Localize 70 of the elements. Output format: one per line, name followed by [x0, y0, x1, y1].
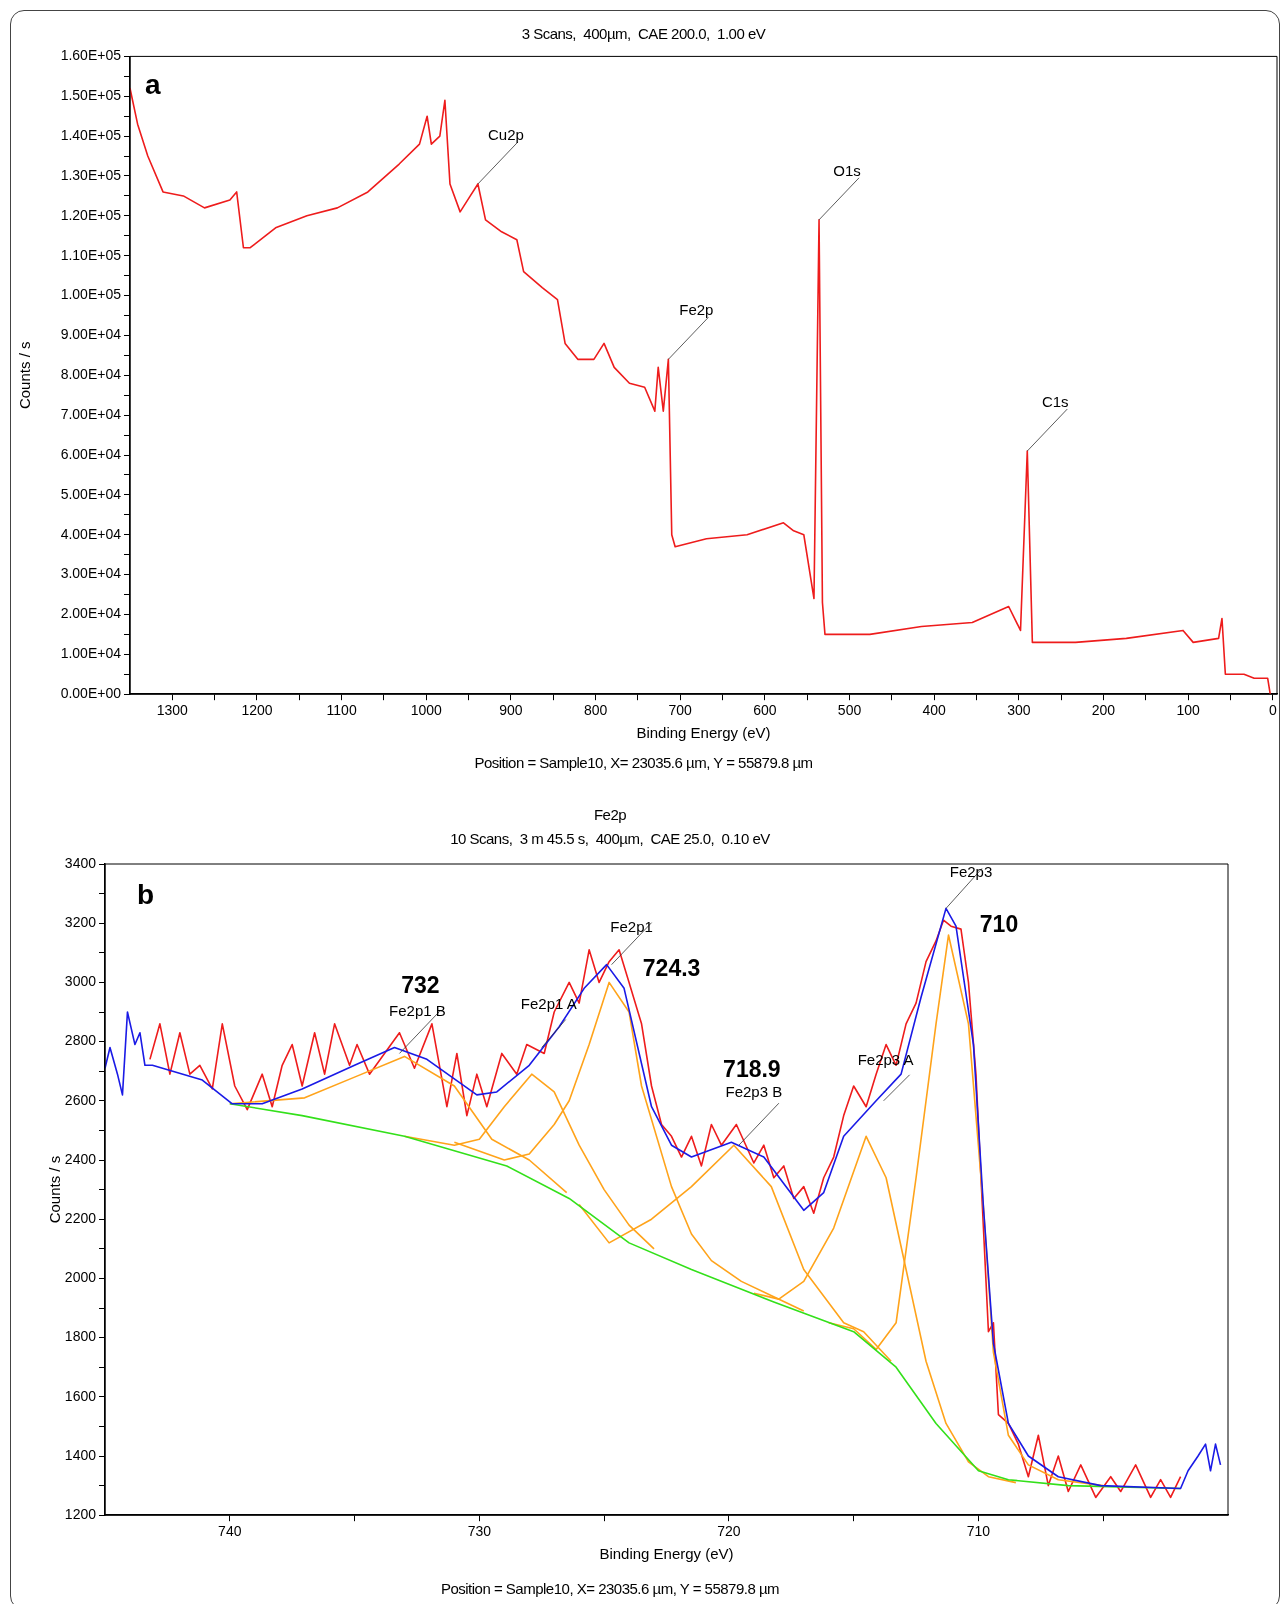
- y-tick-label: 3200: [64, 914, 97, 931]
- x-tick-label: 600: [753, 702, 777, 719]
- y-tick-label: 0.00E+00: [60, 685, 122, 702]
- x-tick-label: 400: [922, 702, 947, 719]
- y-tick-label: 5.00E+04: [60, 485, 122, 502]
- y-tick-label: 2.00E+04: [60, 605, 122, 622]
- annotation: 710: [979, 910, 1019, 937]
- annotation: 732: [401, 971, 440, 998]
- annotation: 718.9: [723, 1055, 781, 1082]
- y-tick-label: 1.00E+05: [60, 286, 122, 303]
- text: Position = Sample10, X= 23035.6 µm, Y = 55879.8 µm: [439, 1580, 781, 1597]
- y-tick-label: 1800: [64, 1328, 97, 1345]
- y-axis-title: Counts / s: [46, 1155, 64, 1224]
- annotation: Fe2p: [679, 301, 714, 319]
- y-tick-label: 7.00E+04: [60, 406, 122, 423]
- x-tick-label: 200: [1091, 702, 1116, 719]
- y-tick-label: 2400: [64, 1150, 97, 1167]
- chart-subtitle: 10 Scans, 3 m 45.5 s, 400µm, CAE 25.0, 0.10 eV: [449, 830, 771, 847]
- y-tick-label: 3400: [64, 854, 97, 871]
- y-tick-label: 1.10E+05: [60, 246, 122, 263]
- x-tick-label: 740: [218, 1523, 242, 1540]
- x-tick-label: 700: [668, 702, 693, 719]
- y-tick-label: 3000: [64, 973, 97, 990]
- y-tick-label: 1.50E+05: [60, 87, 122, 104]
- y-tick-label: 1200: [64, 1506, 97, 1523]
- y-tick-label: 2800: [64, 1032, 97, 1049]
- y-tick-label: 8.00E+04: [60, 366, 122, 383]
- annotation: O1s: [833, 161, 861, 179]
- y-tick-label: 1.40E+05: [60, 126, 122, 143]
- x-tick-label: 1300: [156, 702, 189, 719]
- x-tick-label: 100: [1176, 702, 1201, 719]
- chart-title: 3 Scans, 400µm, CAE 200.0, 1.00 eV: [520, 25, 767, 42]
- x-tick-label: 1100: [326, 702, 357, 719]
- annotation: Cu2p: [487, 126, 524, 144]
- y-tick-label: 1600: [64, 1387, 97, 1404]
- x-tick-label: 800: [583, 702, 608, 719]
- x-tick-label: 900: [499, 702, 523, 719]
- x-tick-label: 0: [1268, 702, 1277, 719]
- chart-title: Fe2p: [592, 806, 628, 823]
- x-tick-label: 730: [467, 1523, 492, 1540]
- y-tick-label: 1.60E+05: [60, 47, 122, 64]
- x-tick-label: 1000: [410, 702, 443, 719]
- x-tick-label: 720: [717, 1523, 741, 1540]
- annotation: Fe2p3: [949, 862, 993, 880]
- annotation: Fe2p1 B: [389, 1001, 446, 1019]
- y-tick-label: 9.00E+04: [60, 326, 122, 343]
- annotation: Fe2p1: [610, 917, 653, 935]
- x-tick-label: 1200: [241, 702, 273, 719]
- y-tick-label: 3.00E+04: [60, 565, 122, 582]
- y-tick-label: 2000: [64, 1269, 97, 1286]
- y-tick-label: 1.00E+04: [60, 645, 122, 662]
- annotation: b: [137, 878, 155, 910]
- y-tick-label: 6.00E+04: [60, 445, 122, 462]
- x-axis-title: Binding Energy (eV): [599, 1545, 734, 1563]
- text: Position = Sample10, X= 23035.6 µm, Y = 55879.8 µm: [473, 754, 814, 771]
- annotation: Fe2p3 B: [725, 1083, 783, 1101]
- y-tick-label: 2200: [64, 1210, 97, 1227]
- annotation: a: [145, 69, 161, 101]
- x-tick-label: 300: [1007, 702, 1031, 719]
- y-tick-label: 4.00E+04: [60, 525, 122, 542]
- y-axis-title: Counts / s: [16, 341, 34, 410]
- y-tick-label: 1400: [64, 1446, 97, 1463]
- annotation: C1s: [1041, 393, 1069, 411]
- x-axis-title: Binding Energy (eV): [636, 724, 771, 742]
- annotation: 724.3: [642, 954, 701, 981]
- x-tick-label: 710: [966, 1523, 991, 1540]
- y-tick-label: 2600: [64, 1091, 97, 1108]
- y-tick-label: 1.20E+05: [60, 206, 122, 223]
- x-tick-label: 500: [837, 702, 862, 719]
- y-tick-label: 1.30E+05: [60, 166, 122, 183]
